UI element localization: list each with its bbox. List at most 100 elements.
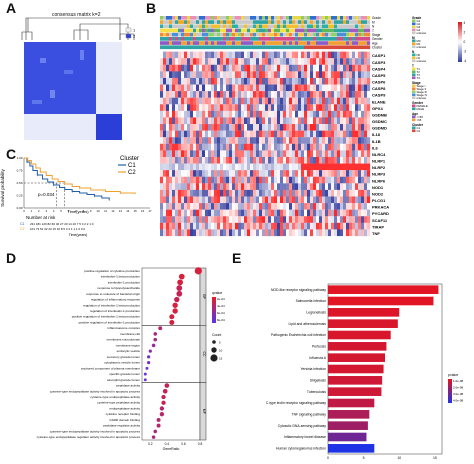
heatmap-cell	[328, 170, 332, 177]
heatmap-cell	[232, 143, 236, 151]
heatmap-cell	[172, 117, 176, 125]
heatmap-cell	[346, 170, 350, 177]
heatmap-cell	[235, 143, 239, 151]
heatmap-cell	[334, 196, 338, 204]
heatmap-cell	[283, 110, 287, 118]
dotplot-size-label: 5	[219, 341, 221, 345]
risk-label-c1: C1	[20, 222, 25, 226]
heatmap-cell	[247, 196, 251, 204]
heatmap-cell	[217, 77, 221, 85]
heatmap-cell	[241, 58, 245, 65]
heatmap-cell	[244, 183, 248, 190]
heatmap-cell	[307, 77, 311, 85]
heatmap-cell	[292, 216, 296, 223]
heatmap-cell	[304, 58, 308, 65]
heatmap-cell	[316, 183, 320, 190]
annotation-cell	[241, 16, 245, 20]
heatmap-cell	[187, 71, 191, 79]
heatmap-cell	[211, 104, 215, 111]
heatmap-cell	[217, 209, 221, 217]
heatmap-cell	[244, 170, 248, 177]
heatmap-cell	[211, 110, 215, 118]
heatmap-cell	[346, 216, 350, 223]
heatmap-cell	[274, 104, 278, 111]
annotation-cell	[259, 41, 263, 45]
heatmap-cell	[193, 71, 197, 79]
heatmap-cell	[331, 64, 335, 72]
gene-label: GSDMC	[372, 119, 387, 124]
heatmap-cell	[244, 209, 248, 217]
heatmap-cell	[265, 143, 269, 151]
annotation-cell	[355, 32, 359, 37]
heatmap-cell	[244, 104, 248, 111]
heatmap-cell	[223, 91, 227, 98]
heatmap-cell	[355, 189, 359, 197]
heatmap-cell	[310, 97, 314, 105]
heatmap-cell	[187, 196, 191, 204]
heatmap-cell	[355, 222, 359, 230]
heatmap-cell	[193, 137, 197, 144]
heatmap-cell	[292, 71, 296, 79]
heatmap-cell	[337, 189, 341, 197]
heatmap-cell	[358, 163, 362, 171]
annotation-cell	[220, 20, 224, 24]
annotation-cell	[241, 24, 245, 29]
annotation-cell	[325, 16, 329, 20]
heatmap-cell	[316, 110, 320, 118]
heatmap-cell	[229, 183, 233, 190]
annotation-cell	[361, 41, 365, 45]
heatmap-cell	[271, 91, 275, 98]
heatmap-cell	[238, 104, 242, 111]
go-dot	[143, 372, 147, 376]
heatmap-cell	[271, 196, 275, 204]
heatmap-cell	[241, 104, 245, 111]
heatmap-cell	[361, 71, 365, 79]
heatmap-cell	[286, 51, 290, 59]
gene-label: NLRC4	[372, 152, 386, 157]
heatmap-cell	[253, 117, 257, 125]
heatmap-cell	[247, 51, 251, 59]
heatmap-cell	[343, 229, 347, 237]
heatmap-cell	[280, 143, 284, 151]
annotation-cell	[298, 37, 302, 41]
heatmap-cell	[334, 203, 338, 210]
heatmap-cell	[196, 209, 200, 217]
heatmap-cell	[367, 216, 371, 223]
heatmap-cell	[166, 143, 170, 151]
annotation-cell	[226, 41, 230, 45]
heatmap-cell	[229, 203, 233, 210]
heatmap-cell	[232, 58, 236, 65]
annotation-cell	[364, 32, 368, 37]
heatmap-cell	[247, 150, 251, 158]
go-dot	[147, 360, 151, 365]
heatmap-cell	[205, 150, 209, 158]
heatmap-cell	[268, 91, 272, 98]
heatmap-cell	[364, 137, 368, 144]
annotation-cell	[361, 16, 365, 20]
heatmap-cell	[277, 150, 281, 158]
heatmap-cell	[334, 84, 338, 92]
annotation-cell	[166, 41, 170, 45]
annotation-cell	[160, 20, 164, 24]
heatmap-cell	[202, 143, 206, 151]
go-dot	[169, 319, 175, 325]
heatmap-cell	[253, 156, 257, 164]
heatmap-cell	[361, 97, 365, 105]
annotation-cell	[223, 32, 227, 37]
heatmap-cell	[349, 196, 353, 204]
annotation-cell	[337, 16, 341, 20]
heatmap-cell	[340, 209, 344, 217]
heatmap-cell	[166, 209, 170, 217]
heatmap-cell	[175, 209, 179, 217]
annotation-cell	[160, 45, 164, 50]
heatmap-cell	[352, 229, 356, 237]
heatmap-cell	[346, 229, 350, 237]
heatmap-cell	[295, 203, 299, 210]
heatmap-cell	[181, 124, 185, 131]
heatmap-cell	[262, 229, 266, 237]
heatmap-cell	[352, 196, 356, 204]
heatmap-cell	[280, 58, 284, 65]
heatmap-cell	[295, 58, 299, 65]
heatmap-cell	[319, 196, 323, 204]
dotplot-color-label: 4e-04	[217, 304, 225, 308]
